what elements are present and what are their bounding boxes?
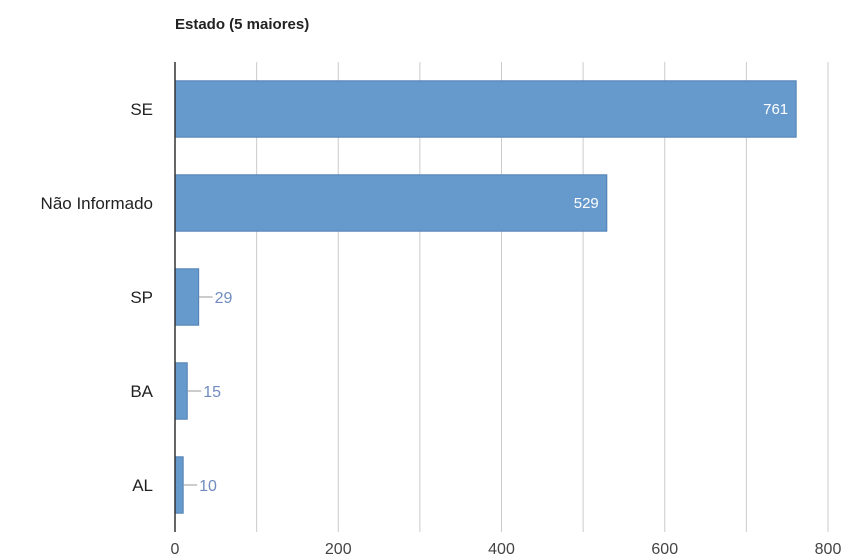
category-label: SE <box>130 100 153 119</box>
data-label: 10 <box>199 478 217 495</box>
x-tick-label: 800 <box>815 541 842 558</box>
bar-ba <box>174 362 188 420</box>
bar-sp <box>174 268 200 326</box>
bar-não-informado <box>174 174 608 232</box>
labels: SE 761 Não Informado 529 SP 29 BA 15 AL 10 <box>41 100 789 495</box>
bars <box>174 80 797 514</box>
x-tick-label: 200 <box>325 541 352 558</box>
chart-title: Estado (5 maiores) <box>175 16 310 33</box>
x-tick-label: 600 <box>651 541 678 558</box>
grid-lines <box>256 62 829 532</box>
bar-se <box>174 80 797 138</box>
category-label: Não Informado <box>41 194 153 213</box>
category-label: AL <box>132 476 153 495</box>
axes: 0 200 400 600 800 <box>171 62 842 558</box>
data-label: 29 <box>215 290 233 307</box>
data-label: 15 <box>203 384 221 401</box>
bar-al <box>174 456 184 514</box>
data-label: 529 <box>574 195 599 212</box>
category-label: BA <box>130 382 153 401</box>
x-tick-label: 400 <box>488 541 515 558</box>
x-tick-label: 0 <box>171 541 180 558</box>
category-label: SP <box>130 288 153 307</box>
data-label: 761 <box>763 101 788 118</box>
